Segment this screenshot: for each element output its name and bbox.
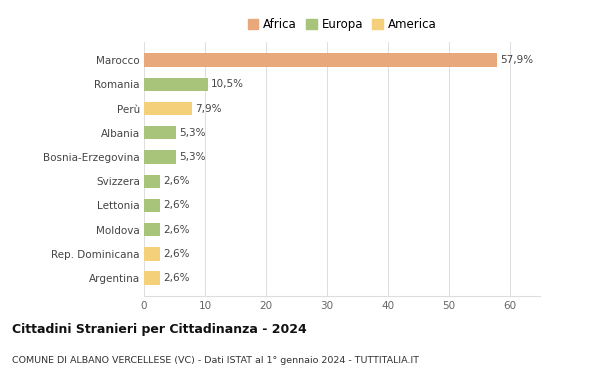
- Text: COMUNE DI ALBANO VERCELLESE (VC) - Dati ISTAT al 1° gennaio 2024 - TUTTITALIA.IT: COMUNE DI ALBANO VERCELLESE (VC) - Dati …: [12, 356, 419, 365]
- Text: 2,6%: 2,6%: [163, 176, 190, 186]
- Bar: [144, 271, 160, 285]
- Bar: [144, 174, 160, 188]
- Bar: [144, 247, 160, 261]
- Text: 57,9%: 57,9%: [500, 55, 533, 65]
- Bar: [144, 53, 497, 67]
- Legend: Africa, Europa, America: Africa, Europa, America: [245, 16, 439, 33]
- Text: 2,6%: 2,6%: [163, 225, 190, 235]
- Bar: [144, 78, 208, 91]
- Bar: [144, 199, 160, 212]
- Text: Cittadini Stranieri per Cittadinanza - 2024: Cittadini Stranieri per Cittadinanza - 2…: [12, 323, 307, 336]
- Bar: [144, 223, 160, 236]
- Text: 7,9%: 7,9%: [195, 103, 221, 114]
- Bar: [144, 150, 176, 164]
- Text: 2,6%: 2,6%: [163, 201, 190, 211]
- Bar: [144, 102, 192, 115]
- Text: 2,6%: 2,6%: [163, 273, 190, 283]
- Text: 5,3%: 5,3%: [179, 128, 206, 138]
- Text: 10,5%: 10,5%: [211, 79, 244, 89]
- Bar: [144, 126, 176, 139]
- Text: 5,3%: 5,3%: [179, 152, 206, 162]
- Text: 2,6%: 2,6%: [163, 249, 190, 259]
